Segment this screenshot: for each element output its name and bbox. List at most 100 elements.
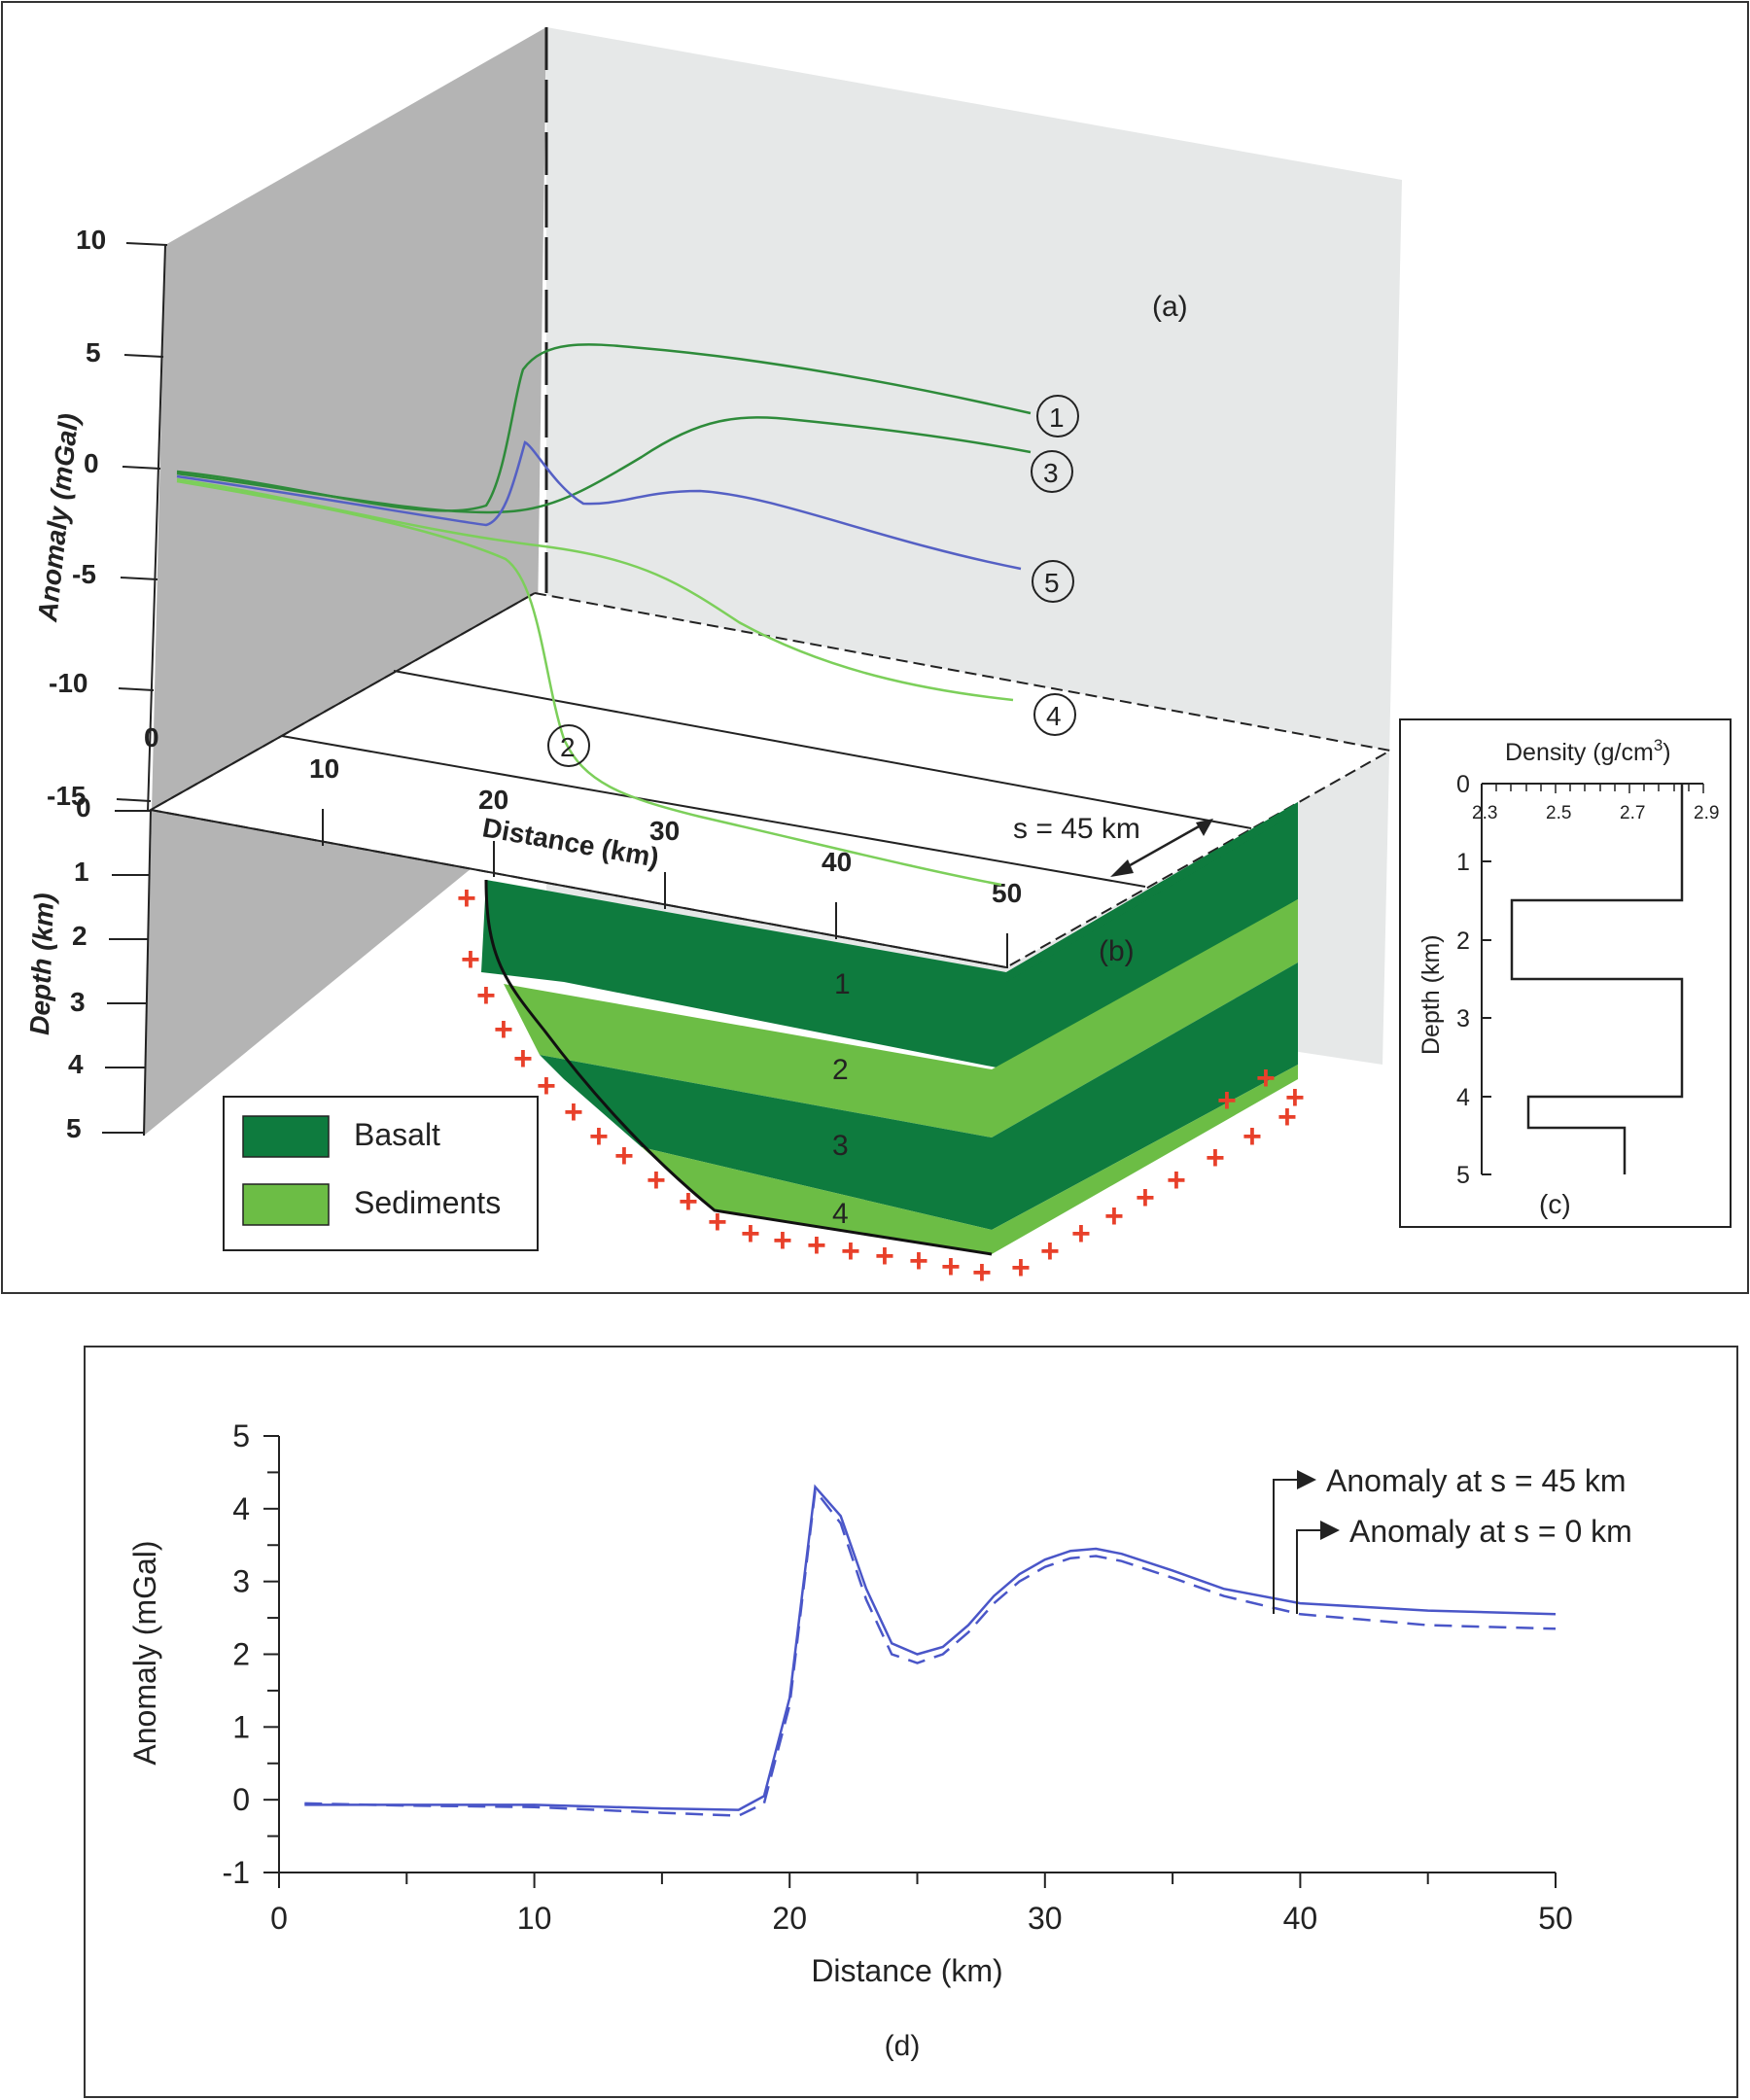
anomaly-tick-label: 10: [76, 225, 106, 255]
plus-marker: +: [909, 1242, 928, 1279]
plus-marker: +: [537, 1068, 556, 1104]
bottom-panel-frame: [84, 1346, 1738, 2098]
s-arrow-head: [1110, 859, 1134, 877]
legend-swatch-basalt: [242, 1115, 330, 1158]
profile-line: [393, 670, 1252, 829]
plus-marker: +: [457, 880, 476, 917]
plus-marker: +: [461, 941, 480, 978]
anomaly-tick-mark: [125, 242, 168, 246]
curve-label-circle: [1032, 560, 1074, 603]
density-y-tick-label: 4: [1456, 1084, 1470, 1111]
curve-label-circle: [1031, 450, 1073, 493]
legend-swatch-sediments: [242, 1183, 330, 1226]
density-panel-frame: [1399, 718, 1732, 1228]
legend-leader-45: [1273, 1479, 1301, 1614]
anomaly-tick-label: -15: [47, 781, 86, 811]
anomaly-axis: 10 5 0 -5 -10 -15 Anomaly (mGal): [32, 225, 168, 813]
anomaly-tick-mark: [118, 687, 155, 691]
legend-arrow-45: [1297, 1470, 1316, 1489]
layer-number: 3: [832, 1130, 849, 1162]
plus-marker: +: [1136, 1179, 1155, 1216]
basin-layer-sediments: [992, 899, 1298, 1138]
density-y-tick-label: 5: [1456, 1162, 1470, 1189]
density-y-tick-label: 1: [1456, 849, 1470, 876]
plus-marker: +: [1217, 1082, 1237, 1119]
legend-label-sediments: Sediments: [354, 1185, 501, 1220]
anomaly-tick-mark: [116, 798, 152, 802]
plus-marker: +: [875, 1238, 894, 1275]
distance-tick-label: 30: [649, 816, 680, 846]
anomaly-tick-label: -10: [49, 668, 88, 698]
slab-front-edge: [150, 809, 1007, 968]
distance-tick-label: 20: [478, 785, 508, 815]
basin-block: 1 2 3 4: [481, 802, 1298, 1256]
anomaly-tick-mark: [122, 466, 161, 470]
layer-number: 2: [832, 1054, 849, 1086]
curve-label-circle: [1033, 693, 1076, 736]
chart-x-tick-label: 30: [1028, 1901, 1063, 1936]
panel-label-b: (b): [1099, 935, 1135, 967]
chart-y-tick-label: 5: [232, 1418, 250, 1453]
density-panel: Density (g/cm3) 2.3: [1399, 718, 1732, 1228]
plus-marker: +: [647, 1162, 666, 1199]
depth-tick-label: 5: [66, 1113, 82, 1143]
legend-leader-0: [1296, 1529, 1324, 1614]
plus-marker: +: [1104, 1198, 1124, 1235]
basin-layer-basalt: [992, 962, 1298, 1230]
panel-label-c: (c): [1539, 1189, 1571, 1219]
top-panel: 10 5 0 -5 -10 -15 Anomaly (mGal) 0 10 20…: [1, 1, 1749, 1294]
s-arrow-line: [1115, 820, 1208, 875]
anomaly-curve-3: [176, 416, 1032, 514]
anomaly-tick-label: -5: [72, 559, 96, 589]
plus-marker: +: [494, 1011, 513, 1048]
anomaly-curve-5: [176, 440, 1022, 571]
plus-markers: + + + + + + + + + + + + + + + + + + + + …: [457, 880, 1305, 1291]
density-y-tick-label: 0: [1456, 771, 1470, 798]
plus-marker: +: [807, 1227, 826, 1264]
basin-layer-basalt: [481, 880, 1006, 1069]
plus-marker: +: [841, 1233, 860, 1270]
basin-layer-sediments: [1006, 802, 1298, 1069]
plus-marker: +: [476, 977, 496, 1014]
legend-label-basalt: Basalt: [354, 1117, 440, 1152]
chart-y-tick-label: 4: [232, 1491, 250, 1526]
distance-tick-label: 10: [309, 753, 339, 784]
curve-labels: 1 3 5 4 2: [547, 395, 1079, 767]
anomaly-curve-1: [176, 343, 1032, 512]
anomaly-axis-ticks: [116, 242, 168, 802]
anomaly-tick-label: 0: [84, 448, 99, 478]
chart-x-tick-label: 0: [270, 1901, 288, 1936]
curve-label: 4: [1046, 701, 1062, 731]
depth-tick-label: 0: [76, 792, 91, 822]
anomaly-curve-4: [176, 477, 1014, 702]
density-y-tick-label: 3: [1456, 1005, 1470, 1032]
layer-number: 4: [832, 1198, 849, 1230]
s-arrow-head: [1196, 819, 1213, 836]
basin-layer-basalt: [540, 1055, 992, 1230]
s-label: s = 45 km: [1013, 813, 1140, 845]
plus-marker: +: [1206, 1139, 1225, 1176]
plus-marker: +: [1242, 1118, 1262, 1155]
plus-marker: +: [708, 1204, 727, 1241]
chart-y-axis-label: Anomaly (mGal): [127, 1540, 162, 1765]
plus-marker: +: [589, 1118, 609, 1155]
basin-layer-sediments: [992, 1065, 1298, 1254]
plus-marker: +: [741, 1215, 760, 1252]
density-profile-line: [1510, 784, 1684, 1174]
plus-marker: +: [564, 1094, 583, 1131]
depth-axis: 0 1 2 3 4 5 Depth (km): [24, 792, 152, 1143]
anomaly-curve-2: [176, 479, 1002, 887]
chart-y-tick-label: 1: [232, 1709, 250, 1744]
curve-label-circle: [547, 724, 590, 767]
profile-line: [281, 735, 1146, 888]
curve-label: 1: [1049, 402, 1065, 433]
depth-axis-line: [143, 809, 152, 1137]
plus-marker: +: [513, 1040, 533, 1077]
distance-tick-label: 50: [992, 878, 1022, 908]
density-y-tick-label: 2: [1456, 928, 1470, 955]
anomaly-curves: [176, 343, 1032, 887]
depth-tick-label: 3: [70, 987, 86, 1017]
plus-marker: +: [614, 1138, 634, 1174]
